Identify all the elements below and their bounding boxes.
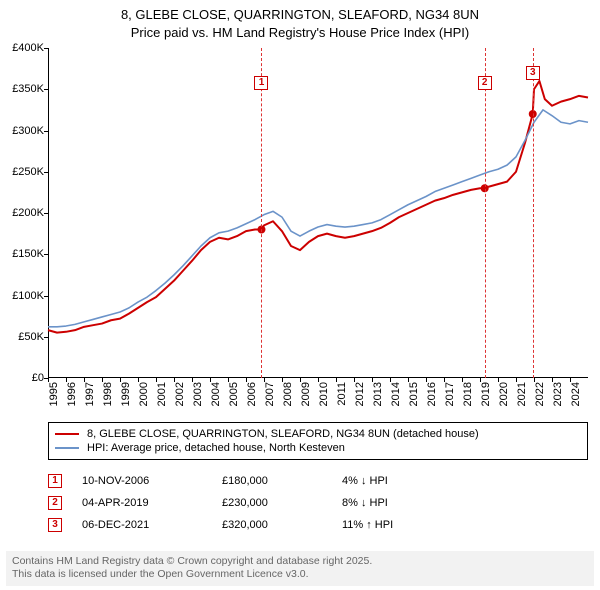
x-tick-label: 2022 [534, 382, 546, 406]
x-tick-label: 2010 [318, 382, 330, 406]
title-line-1: 8, GLEBE CLOSE, QUARRINGTON, SLEAFORD, N… [4, 6, 596, 24]
legend-swatch [55, 433, 79, 435]
x-tick-label: 2003 [192, 382, 204, 406]
x-tick-label: 2008 [282, 382, 294, 406]
y-tick-mark [44, 48, 48, 49]
legend: 8, GLEBE CLOSE, QUARRINGTON, SLEAFORD, N… [48, 422, 588, 460]
y-tick-label: £350K [0, 83, 44, 95]
y-tick-label: £50K [0, 331, 44, 343]
x-tick-label: 2004 [210, 382, 222, 406]
event-vline [533, 48, 534, 378]
event-date: 04-APR-2019 [82, 497, 212, 509]
x-tick-label: 1997 [84, 382, 96, 406]
y-tick-label: £200K [0, 207, 44, 219]
x-tick-label: 2016 [426, 382, 438, 406]
y-tick-mark [44, 337, 48, 338]
event-price: £180,000 [222, 475, 332, 487]
footer-line: This data is licensed under the Open Gov… [12, 568, 588, 582]
event-delta: 4% ↓ HPI [342, 475, 462, 487]
event-vline [261, 48, 262, 378]
event-marker-icon: 1 [48, 474, 62, 488]
event-row: 3 06-DEC-2021 £320,000 11% ↑ HPI [48, 514, 588, 536]
chart-title: 8, GLEBE CLOSE, QUARRINGTON, SLEAFORD, N… [0, 0, 600, 43]
legend-swatch [55, 447, 79, 449]
chart-container: 8, GLEBE CLOSE, QUARRINGTON, SLEAFORD, N… [0, 0, 600, 590]
series-line [48, 81, 588, 333]
series-line [48, 110, 588, 327]
legend-item: HPI: Average price, detached house, Nort… [55, 441, 581, 455]
x-tick-label: 2018 [462, 382, 474, 406]
x-tick-label: 2006 [246, 382, 258, 406]
x-tick-label: 1999 [120, 382, 132, 406]
x-tick-label: 2020 [498, 382, 510, 406]
x-tick-label: 2012 [354, 382, 366, 406]
event-delta: 8% ↓ HPI [342, 497, 462, 509]
y-tick-label: £250K [0, 166, 44, 178]
event-marker-icon: 2 [478, 76, 492, 90]
event-marker-icon: 3 [48, 518, 62, 532]
x-tick-label: 2017 [444, 382, 456, 406]
x-tick-label: 2023 [552, 382, 564, 406]
legend-label: HPI: Average price, detached house, Nort… [87, 442, 345, 454]
event-date: 06-DEC-2021 [82, 519, 212, 531]
footer-line: Contains HM Land Registry data © Crown c… [12, 555, 588, 569]
x-tick-label: 2000 [138, 382, 150, 406]
event-row: 2 04-APR-2019 £230,000 8% ↓ HPI [48, 492, 588, 514]
event-marker-icon: 3 [526, 66, 540, 80]
y-tick-mark [44, 254, 48, 255]
x-tick-label: 2021 [516, 382, 528, 406]
x-tick-label: 2015 [408, 382, 420, 406]
title-line-2: Price paid vs. HM Land Registry's House … [4, 24, 596, 42]
y-tick-mark [44, 172, 48, 173]
attribution-footer: Contains HM Land Registry data © Crown c… [6, 551, 594, 586]
event-price: £320,000 [222, 519, 332, 531]
y-tick-mark [44, 213, 48, 214]
event-date: 10-NOV-2006 [82, 475, 212, 487]
x-tick-label: 2019 [480, 382, 492, 406]
event-marker-icon: 2 [48, 496, 62, 510]
event-row: 1 10-NOV-2006 £180,000 4% ↓ HPI [48, 470, 588, 492]
y-tick-mark [44, 131, 48, 132]
y-tick-label: £400K [0, 42, 44, 54]
event-marker-icon: 1 [254, 76, 268, 90]
y-tick-label: £300K [0, 125, 44, 137]
y-tick-mark [44, 296, 48, 297]
x-tick-label: 2024 [570, 382, 582, 406]
events-table: 1 10-NOV-2006 £180,000 4% ↓ HPI 2 04-APR… [48, 470, 588, 536]
x-tick-label: 2011 [336, 382, 348, 406]
x-tick-label: 2014 [390, 382, 402, 406]
event-price: £230,000 [222, 497, 332, 509]
x-tick-label: 2007 [264, 382, 276, 406]
legend-label: 8, GLEBE CLOSE, QUARRINGTON, SLEAFORD, N… [87, 428, 479, 440]
y-tick-label: £0 [0, 372, 44, 384]
line-chart-svg [48, 48, 588, 378]
plot-area: 1995199619971998199920002001200220032004… [48, 48, 588, 378]
event-vline [485, 48, 486, 378]
x-tick-label: 2013 [372, 382, 384, 406]
x-tick-label: 2002 [174, 382, 186, 406]
y-tick-label: £100K [0, 290, 44, 302]
x-tick-label: 2001 [156, 382, 168, 406]
x-tick-label: 1998 [102, 382, 114, 406]
x-tick-label: 2009 [300, 382, 312, 406]
y-tick-label: £150K [0, 248, 44, 260]
x-tick-label: 2005 [228, 382, 240, 406]
event-delta: 11% ↑ HPI [342, 519, 462, 531]
x-tick-label: 1996 [66, 382, 78, 406]
y-tick-mark [44, 89, 48, 90]
x-tick-label: 1995 [48, 382, 60, 406]
legend-item: 8, GLEBE CLOSE, QUARRINGTON, SLEAFORD, N… [55, 427, 581, 441]
